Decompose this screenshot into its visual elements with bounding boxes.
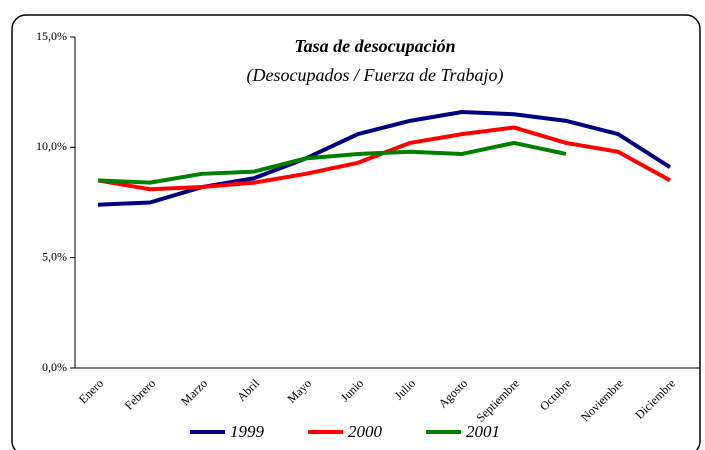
legend-label: 2000: [348, 422, 383, 441]
x-tick-label: Septiembre: [474, 376, 523, 425]
y-tick-label: 10,0%: [36, 139, 67, 153]
series-line: [97, 110, 672, 207]
series-line: [97, 140, 567, 185]
x-tick-label: Abril: [234, 376, 262, 404]
x-tick-label: Enero: [76, 376, 106, 406]
x-tick-label: Marzo: [178, 376, 210, 408]
chart-border: [11, 14, 701, 450]
x-tick-label: Julio: [392, 376, 418, 402]
y-tick-label: 0,0%: [42, 360, 67, 374]
series-line: [97, 125, 671, 192]
x-tick-label: Agosto: [436, 376, 470, 410]
chart-subtitle: (Desocupados / Fuerza de Trabajo): [247, 65, 504, 86]
x-tick-label: Octubre: [537, 376, 574, 413]
legend-label: 2001: [466, 422, 500, 441]
x-tick-label: Junio: [338, 376, 366, 404]
x-tick-label: Mayo: [284, 376, 314, 406]
x-tick-label: Noviembre: [578, 376, 626, 424]
x-tick-label: Febrero: [122, 376, 158, 412]
y-tick-label: 5,0%: [42, 249, 67, 263]
chart-title: Tasa de desocupación: [294, 36, 455, 56]
x-tick-label: Diciembre: [632, 376, 678, 422]
y-tick-label: 15,0%: [36, 29, 67, 43]
legend-label: 1999: [230, 422, 265, 441]
